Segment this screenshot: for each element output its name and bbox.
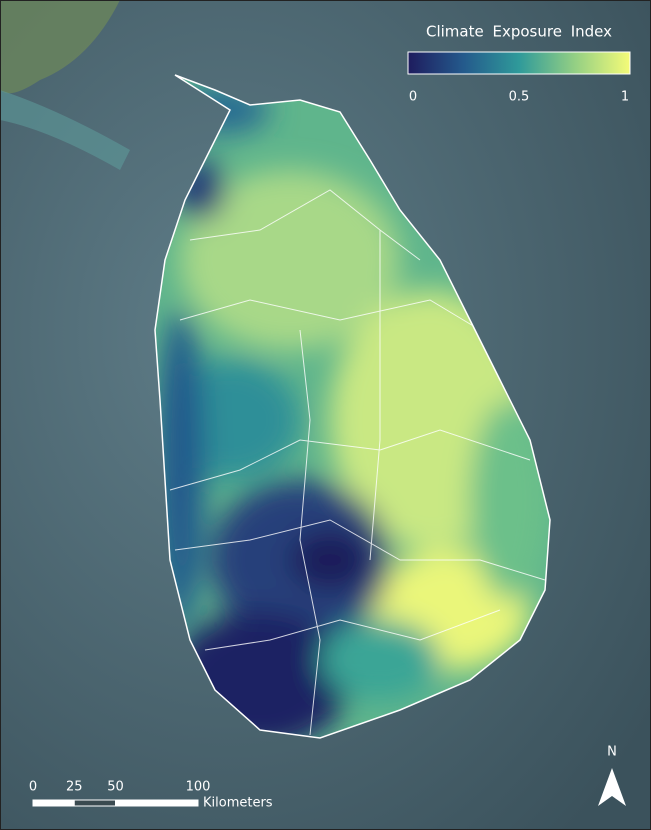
legend-title: Climate Exposure Index <box>426 23 612 41</box>
legend-ticks: 0 0.5 1 <box>409 90 629 105</box>
shallows <box>0 90 130 170</box>
legend-tick-label: 1 <box>621 90 629 105</box>
scale-tick-label: 100 <box>186 780 211 795</box>
coastline <box>154 74 551 739</box>
scale-tick-label: 50 <box>107 780 124 795</box>
scale-segment <box>32 799 75 807</box>
legend-tick-label: 0.5 <box>509 90 530 105</box>
mainland <box>0 0 120 94</box>
scale-segment <box>115 799 199 807</box>
legend-tick-label: 0 <box>409 90 417 105</box>
north-arrow <box>598 768 626 806</box>
color-bar <box>407 51 631 75</box>
scale-tick-label: 0 <box>29 780 37 795</box>
scale-segment <box>73 799 116 807</box>
island <box>155 75 550 738</box>
scale-tick-label: 25 <box>66 780 83 795</box>
north-label: N <box>607 745 617 760</box>
scale-unit: Kilometers <box>203 796 273 811</box>
